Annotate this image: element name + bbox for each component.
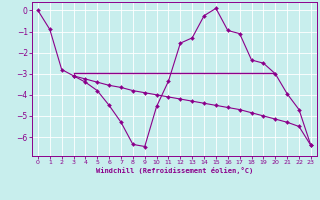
X-axis label: Windchill (Refroidissement éolien,°C): Windchill (Refroidissement éolien,°C) [96, 167, 253, 174]
